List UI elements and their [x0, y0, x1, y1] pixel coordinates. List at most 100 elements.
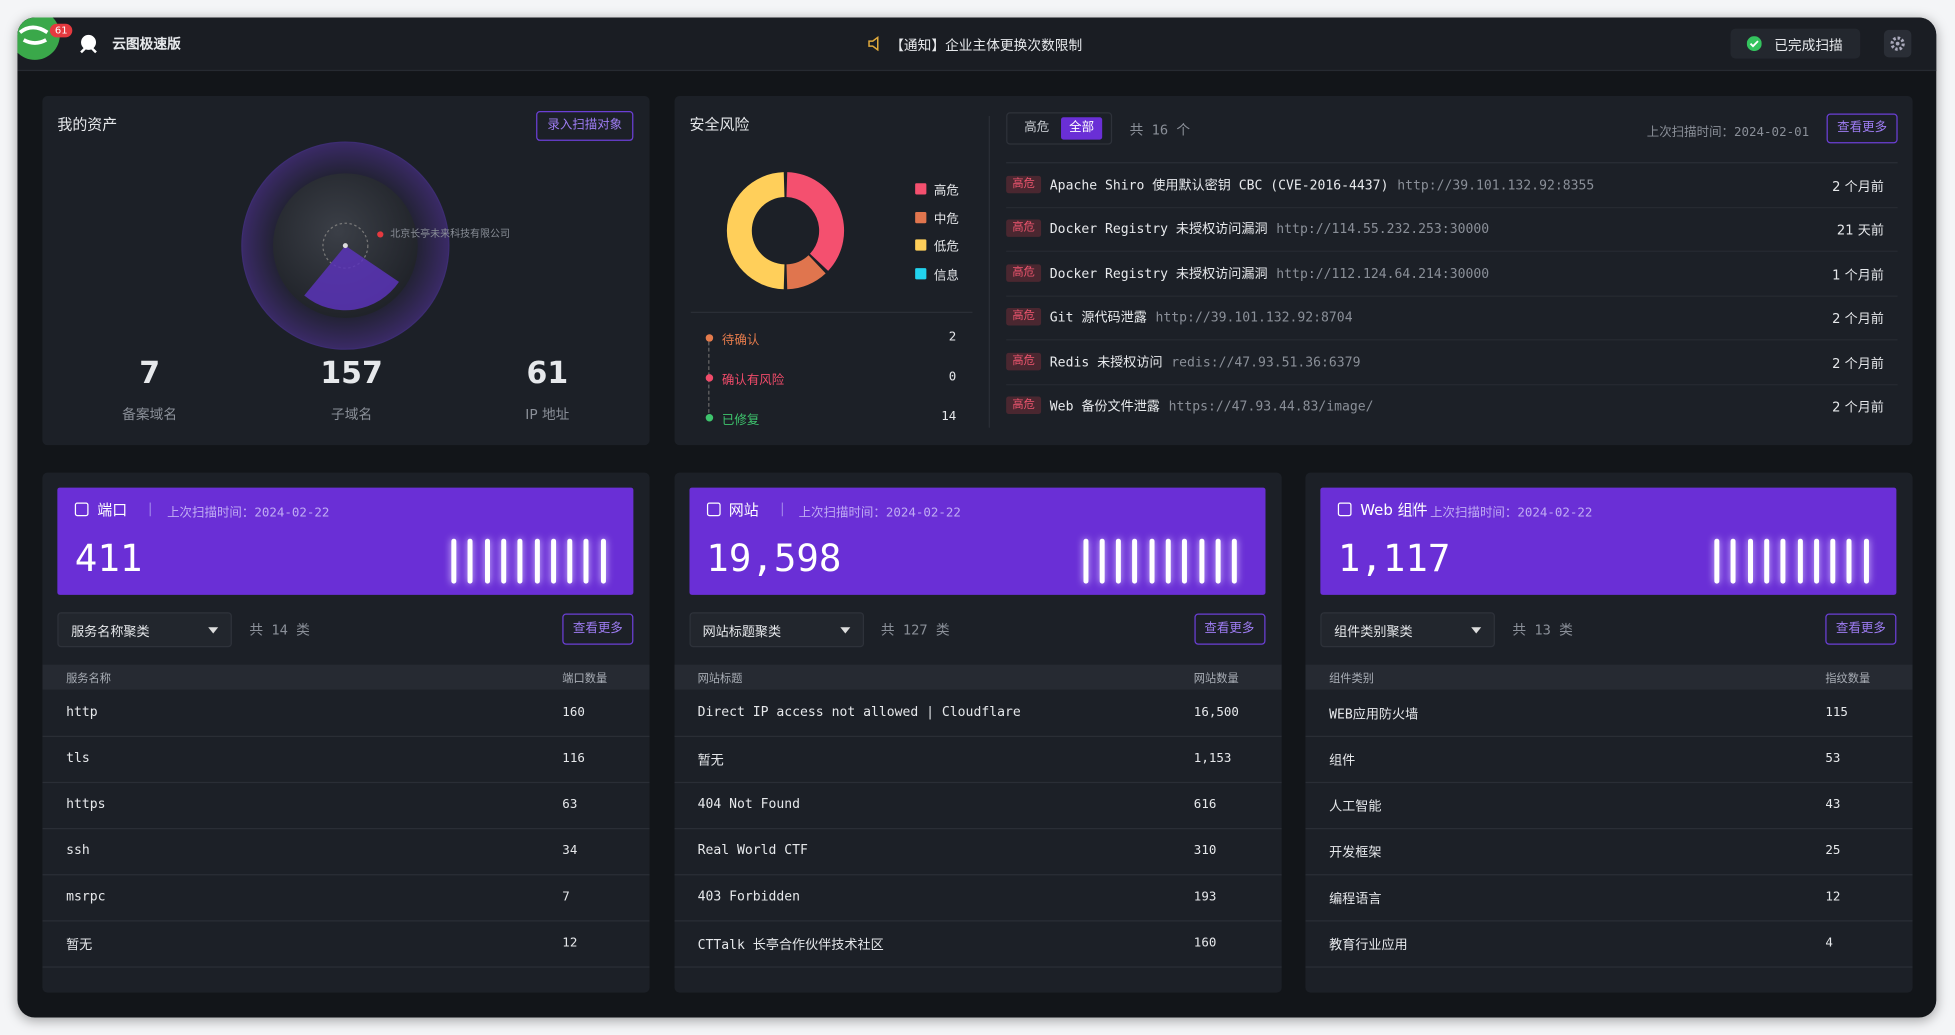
decor-bar: [501, 538, 507, 584]
risk-title: Apache Shiro 使用默认密钥 CBC (CVE-2016-4437) h…: [1050, 176, 1594, 195]
table-row[interactable]: 人工智能 43: [1305, 783, 1913, 830]
app-name: 云图极速版: [112, 36, 181, 53]
row-count: 43: [1825, 798, 1841, 812]
risk-item[interactable]: 高危 Web 备份文件泄露 https://47.93.44.83/image/2 …: [1006, 384, 1897, 428]
caret: [208, 627, 219, 634]
row-name: 开发框架: [1329, 845, 1382, 861]
risk-level: 高危: [1006, 175, 1042, 194]
decor-bar: [600, 538, 606, 584]
more-button[interactable]: 查看更多: [1193, 613, 1265, 645]
logo[interactable]: [17, 17, 67, 67]
top-bar: 61 云图极速版 【通知】企业主体更换次数限制 已完成扫描: [17, 17, 1937, 72]
status-label: 已修复: [721, 414, 760, 428]
table-row[interactable]: 404 Not Found 616: [673, 783, 1282, 830]
filter-select[interactable]: 网站标题聚类: [688, 612, 864, 648]
decor-bar: [1797, 538, 1803, 584]
more-button[interactable]: 查看更多: [562, 613, 634, 645]
risk-title-text: Apache Shiro 使用默认密钥 CBC (CVE-2016-4437): [1049, 178, 1389, 194]
settings-button[interactable]: [1883, 29, 1912, 58]
risk-url: redis://47.93.51.36:6379: [1171, 354, 1361, 370]
last-scan: 上次扫描时间：2024-02-01: [1646, 125, 1810, 140]
risk-item[interactable]: 高危 Git 源代码泄露 http://39.101.132.92:8704 2 个月…: [1006, 296, 1898, 341]
legend-swatch: [915, 239, 927, 251]
risk-item[interactable]: 高危 Redis 未授权访问 redis://47.93.51.36:6379 2 个…: [1006, 340, 1898, 385]
status-count: 0: [948, 370, 957, 385]
card-header: 端口 上次扫描时间：2024-02-22 411: [57, 487, 634, 595]
table-row[interactable]: 403 Forbidden 193: [673, 875, 1282, 922]
divider: [690, 311, 973, 313]
table-row[interactable]: ssh 34: [42, 829, 650, 876]
table-row[interactable]: Real World CTF 310: [673, 829, 1282, 876]
card-icon: [1337, 502, 1352, 517]
stat-label: 备案域名: [122, 406, 178, 423]
scan-status[interactable]: 已完成扫描: [1730, 28, 1861, 59]
row-count: 1,153: [1193, 751, 1232, 766]
notice[interactable]: 【通知】企业主体更换次数限制: [890, 37, 1083, 54]
risk-tab[interactable]: 全部: [1061, 117, 1103, 140]
filter-select[interactable]: 服务名称聚类: [57, 612, 232, 648]
table-row[interactable]: Direct IP access not allowed | Cloudflar…: [673, 691, 1282, 737]
risk-item[interactable]: 高危 Docker Registry 未授权访问漏洞 http://114.55.2…: [1006, 207, 1898, 253]
table-row[interactable]: https 63: [42, 783, 650, 830]
app-window: 61 云图极速版 【通知】企业主体更换次数限制 已完成扫描 我的资产 录入扫描对…: [17, 17, 1937, 1018]
table-row[interactable]: tls 116: [42, 737, 650, 784]
decor-bar: [1232, 538, 1238, 584]
assets-panel: 我的资产 录入扫描对象 北京长亭未来科技有限公司 7 备案域名 157 子域名 61 IP…: [42, 96, 650, 446]
card-icon: [706, 502, 721, 517]
card-icon: [74, 502, 89, 517]
risk-title: Git 源代码泄露 http://39.101.132.92:8704: [1050, 308, 1353, 327]
decor-bar: [1730, 538, 1736, 584]
add-target-button[interactable]: 录入扫描对象: [536, 110, 634, 141]
risk-item[interactable]: 高危 Docker Registry 未授权访问漏洞 http://112.124.…: [1006, 252, 1898, 297]
gear-icon: [1890, 36, 1905, 51]
more-button[interactable]: 查看更多: [1826, 113, 1898, 144]
legend-swatch: [915, 267, 927, 279]
risk-title-text: Redis 未授权访问: [1049, 354, 1163, 370]
filter-select[interactable]: 组件类别聚类: [1320, 612, 1495, 648]
table-row[interactable]: 组件 53: [1305, 737, 1913, 784]
table-row[interactable]: CTTalk 长亭合作伙伴技术社区 160: [673, 922, 1282, 968]
row-count: 25: [1825, 844, 1841, 858]
column-header: 组件类别: [1329, 673, 1374, 686]
risk-time: 21 天前: [1836, 223, 1884, 239]
row-count: 160: [562, 705, 585, 720]
column-header: 网站标题: [697, 673, 743, 686]
card-header: 网站 上次扫描时间：2024-02-22 19,598: [688, 487, 1265, 595]
status-dot: [705, 334, 714, 342]
row-count: 193: [1193, 890, 1217, 905]
row-count: 12: [562, 936, 578, 951]
table-row[interactable]: 暂无 12: [42, 922, 650, 968]
table-row[interactable]: msrpc 7: [42, 875, 650, 922]
risk-url: http://39.101.132.92:8355: [1397, 178, 1595, 194]
table-header: [1305, 664, 1913, 690]
risk-tab[interactable]: 高危: [1024, 120, 1050, 135]
decor-bar: [1082, 538, 1088, 584]
table-row[interactable]: 教育行业应用 4: [1305, 922, 1913, 968]
risk-level: 高危: [1006, 264, 1042, 282]
risk-title-text: Web 备份文件泄露: [1049, 399, 1160, 415]
risk-time: 1 个月前: [1832, 267, 1884, 283]
decor-bar: [451, 538, 457, 584]
table-row[interactable]: 开发框架 25: [1305, 829, 1913, 876]
decor-bar: [1780, 538, 1786, 584]
table-row[interactable]: WEB应用防火墙 115: [1305, 691, 1913, 737]
more-button[interactable]: 查看更多: [1825, 613, 1897, 645]
stat-value: 7: [139, 355, 161, 391]
table-row[interactable]: 编程语言 12: [1305, 875, 1913, 922]
donut-segment: [726, 172, 785, 290]
decor-bar: [534, 538, 540, 584]
row-name: http: [66, 704, 98, 720]
row-name: Real World CTF: [697, 842, 808, 858]
row-count: 310: [1193, 844, 1217, 858]
decor-bar: [583, 538, 589, 584]
legend-swatch: [915, 211, 927, 223]
risk-url: http://39.101.132.92:8704: [1155, 310, 1353, 326]
stat-value: 61: [526, 355, 569, 391]
row-count: 63: [562, 798, 578, 812]
table-row[interactable]: http 160: [42, 691, 650, 737]
table-row[interactable]: 暂无 1,153: [673, 737, 1282, 784]
row-name: 编程语言: [1329, 891, 1382, 907]
risk-item[interactable]: 高危 Apache Shiro 使用默认密钥 CBC (CVE-2016-4437…: [1006, 163, 1898, 209]
card-count: 1,117: [1337, 537, 1451, 582]
